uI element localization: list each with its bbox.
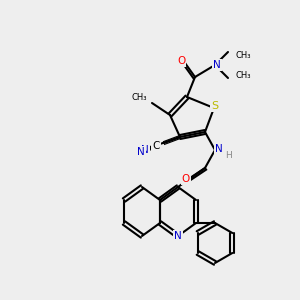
Text: CH₃: CH₃	[131, 94, 147, 103]
Text: C: C	[152, 141, 160, 151]
Text: N: N	[213, 60, 221, 70]
Text: CH₃: CH₃	[236, 70, 251, 80]
Text: H: H	[226, 152, 232, 160]
Text: N: N	[215, 144, 223, 154]
Text: N: N	[141, 145, 149, 155]
Text: N: N	[137, 147, 145, 157]
Text: O: O	[177, 56, 185, 66]
Text: S: S	[212, 101, 219, 111]
Text: N: N	[174, 231, 182, 241]
Text: C: C	[152, 141, 160, 151]
Text: CH₃: CH₃	[236, 50, 251, 59]
Text: O: O	[182, 174, 190, 184]
